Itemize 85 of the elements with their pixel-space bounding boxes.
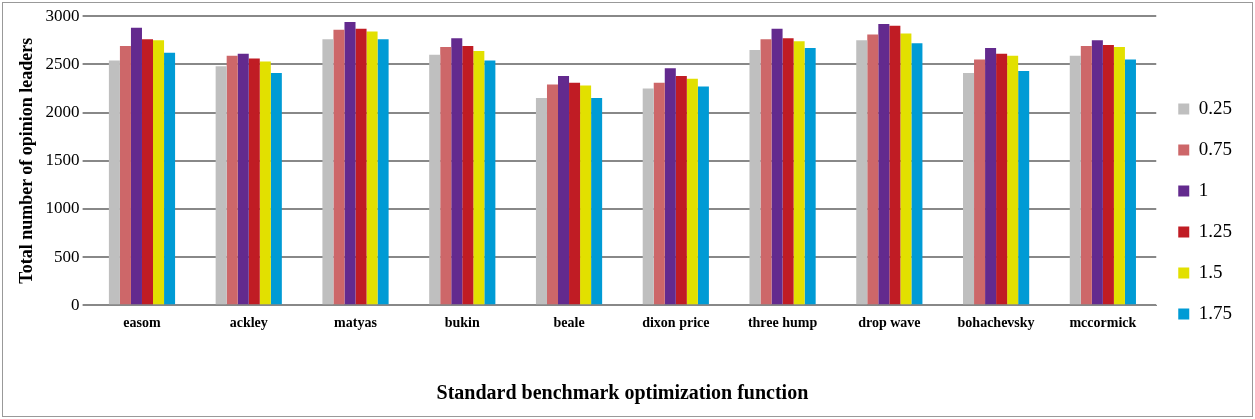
y-tick-label: 3000: [45, 5, 80, 25]
bar: [141, 39, 154, 305]
bar: [697, 86, 709, 305]
bar: [591, 98, 603, 305]
bar: [1069, 55, 1081, 305]
legend-label: 1.25: [1198, 219, 1232, 241]
bar: [996, 53, 1008, 305]
x-tick-label: matyas: [334, 315, 378, 331]
bar: [377, 39, 389, 305]
y-tick-label: 0: [71, 294, 80, 314]
bar: [429, 54, 441, 305]
bar: [1007, 55, 1019, 305]
y-tick-label: 1000: [45, 198, 80, 218]
x-tick-label: three hump: [747, 315, 818, 331]
bar: [333, 29, 345, 305]
bar: [749, 49, 761, 305]
legend-label: 0.25: [1198, 96, 1232, 118]
bar: [878, 23, 890, 305]
bar: [1102, 45, 1114, 305]
bar: [1124, 59, 1136, 305]
bar: [1113, 47, 1125, 305]
bar: [1080, 46, 1092, 305]
bar: [322, 39, 334, 305]
bar: [653, 82, 665, 305]
x-tick-label: beale: [553, 315, 585, 331]
y-tick-label: 2500: [45, 53, 80, 73]
bar: [440, 47, 452, 305]
bar: [558, 75, 570, 305]
x-tick-label: drop wave: [858, 315, 921, 331]
bar: [153, 40, 165, 305]
bar: [259, 61, 271, 305]
bar: [108, 60, 120, 305]
bar: [119, 46, 131, 305]
bar: [473, 50, 485, 305]
y-tick-label: 2000: [45, 102, 80, 121]
y-tick-label: 1500: [45, 150, 80, 170]
bar: [867, 34, 879, 305]
bar: [686, 78, 698, 305]
x-tick-label: easom: [123, 315, 161, 331]
bar: [793, 41, 805, 305]
bar: [237, 53, 249, 305]
bar: [462, 46, 474, 305]
bar: [484, 60, 496, 305]
bar: [130, 27, 142, 305]
bar: [215, 66, 227, 305]
bar: [900, 33, 912, 305]
bar: [782, 38, 794, 305]
x-tick-label: bohachevsky: [957, 315, 1035, 331]
legend-label: 0.75: [1198, 137, 1232, 159]
bar: [164, 52, 176, 305]
bar: [248, 58, 260, 305]
bar: [270, 73, 282, 305]
legend-label: 1.75: [1198, 301, 1232, 323]
bar: [664, 68, 676, 305]
bar: [642, 88, 654, 305]
y-axis-title: Total number of opinion leaders: [16, 37, 37, 284]
bar: [963, 73, 975, 305]
bar: [889, 25, 901, 305]
bar: [804, 47, 816, 305]
bar: [911, 43, 923, 305]
bar: [344, 21, 356, 305]
bar: [569, 82, 581, 305]
x-tick-label: mccormick: [1069, 315, 1137, 331]
bar: [366, 31, 378, 305]
bar: [226, 55, 238, 305]
bar: [856, 40, 868, 305]
legend-label: 1.5: [1198, 260, 1223, 282]
bar: [1091, 40, 1103, 305]
x-tick-label: bukin: [444, 315, 480, 331]
bar: [985, 47, 997, 305]
bar: [355, 28, 367, 305]
x-axis-title: Standard benchmark optimization function: [436, 381, 809, 405]
bar: [771, 28, 783, 305]
bar: [580, 85, 592, 305]
x-tick-label: ackley: [229, 315, 268, 331]
bar: [451, 38, 463, 305]
legend-label: 1: [1198, 178, 1209, 200]
y-tick-label: 500: [54, 246, 80, 266]
bar: [760, 39, 772, 305]
x-tick-label: dixon price: [642, 315, 710, 331]
bar: [546, 84, 559, 305]
bar: [1018, 71, 1030, 305]
bar: [974, 59, 986, 305]
bar: [535, 98, 547, 305]
bar: [675, 75, 687, 305]
